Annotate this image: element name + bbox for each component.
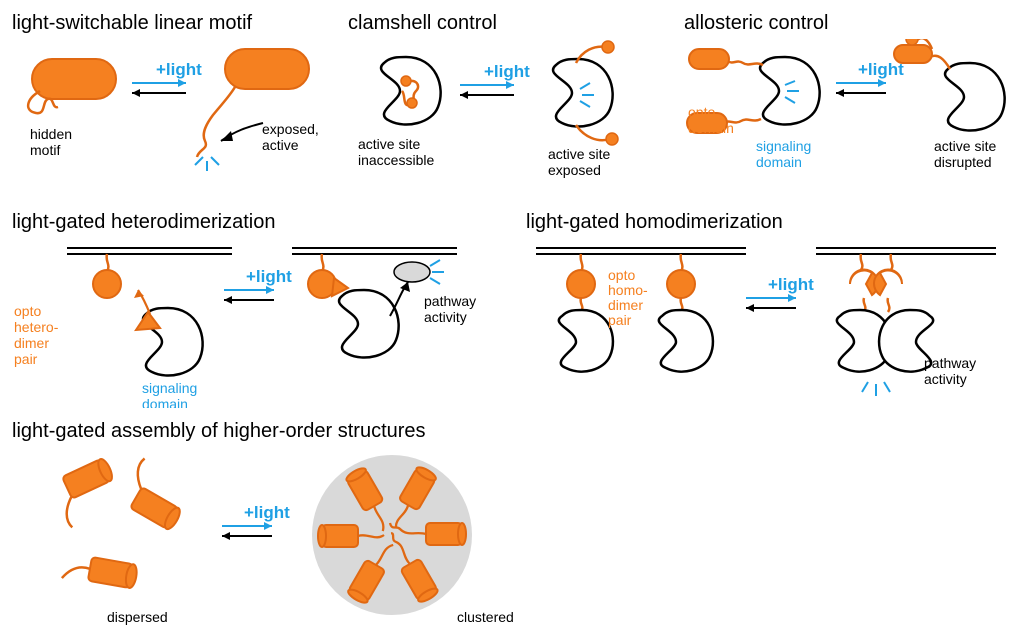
label-opto-hetero: optohetero-dimerpair xyxy=(14,303,59,367)
title-allosteric: allosteric control xyxy=(684,12,1024,35)
light-label-3: +light xyxy=(858,60,904,79)
diagram-clamshell: active siteinaccessible +light xyxy=(348,39,668,189)
label-clustered: clustered xyxy=(457,609,514,625)
label-opto-homo: optohomo-dimerpair xyxy=(608,267,648,328)
diagram-homodimer: optohomo-dimerpair +light xyxy=(526,238,1016,408)
light-label-4: +light xyxy=(246,267,292,286)
title-homodimer: light-gated homodimerization xyxy=(526,211,1016,234)
label-exposed: active siteexposed xyxy=(548,146,610,178)
diagram-linear-motif: hiddenmotif +light xyxy=(12,39,332,189)
title-heterodimer: light-gated heterodimerization xyxy=(12,211,502,234)
label-hidden-motif: hiddenmotif xyxy=(30,126,72,158)
light-label-1: +light xyxy=(156,60,202,79)
row-1: light-switchable linear motif hiddenmoti… xyxy=(12,12,1012,199)
label-dispersed: dispersed xyxy=(107,609,168,625)
panel-heterodimer: light-gated heterodimerization optoheter… xyxy=(12,211,502,408)
light-label-2: +light xyxy=(484,62,530,81)
diagram-heterodimer: optohetero-dimerpair signalingdomain +li… xyxy=(12,238,502,408)
label-sig-domain-2: signalingdomain xyxy=(142,380,197,408)
label-exposed-active: exposed,active xyxy=(262,121,319,153)
panel-allosteric: allosteric control optodomain signalingd… xyxy=(684,12,1024,199)
diagram-allosteric: optodomain signalingdomain +light active… xyxy=(684,39,1024,199)
light-label-5: +light xyxy=(768,275,814,294)
label-sig-domain-1: signalingdomain xyxy=(756,138,811,170)
label-disrupted: active sitedisrupted xyxy=(934,138,996,170)
light-label-6: +light xyxy=(244,503,290,522)
label-pathway-2: pathwayactivity xyxy=(924,355,976,387)
label-inaccessible: active siteinaccessible xyxy=(358,136,434,168)
diagram-higher-order: dispersed +light xyxy=(12,447,572,637)
panel-homodimer: light-gated homodimerization xyxy=(526,211,1016,408)
title-clamshell: clamshell control xyxy=(348,12,668,35)
label-opto-domain: optodomain xyxy=(688,104,734,136)
row-3: light-gated assembly of higher-order str… xyxy=(12,420,1012,637)
title-higher-order: light-gated assembly of higher-order str… xyxy=(12,420,1012,443)
panel-clamshell: clamshell control active siteinaccessibl… xyxy=(348,12,668,199)
label-pathway-1: pathwayactivity xyxy=(424,293,476,325)
panel-higher-order: light-gated assembly of higher-order str… xyxy=(12,420,1012,637)
row-2: light-gated heterodimerization optoheter… xyxy=(12,211,1012,408)
title-linear-motif: light-switchable linear motif xyxy=(12,12,332,35)
panel-linear-motif: light-switchable linear motif hiddenmoti… xyxy=(12,12,332,199)
